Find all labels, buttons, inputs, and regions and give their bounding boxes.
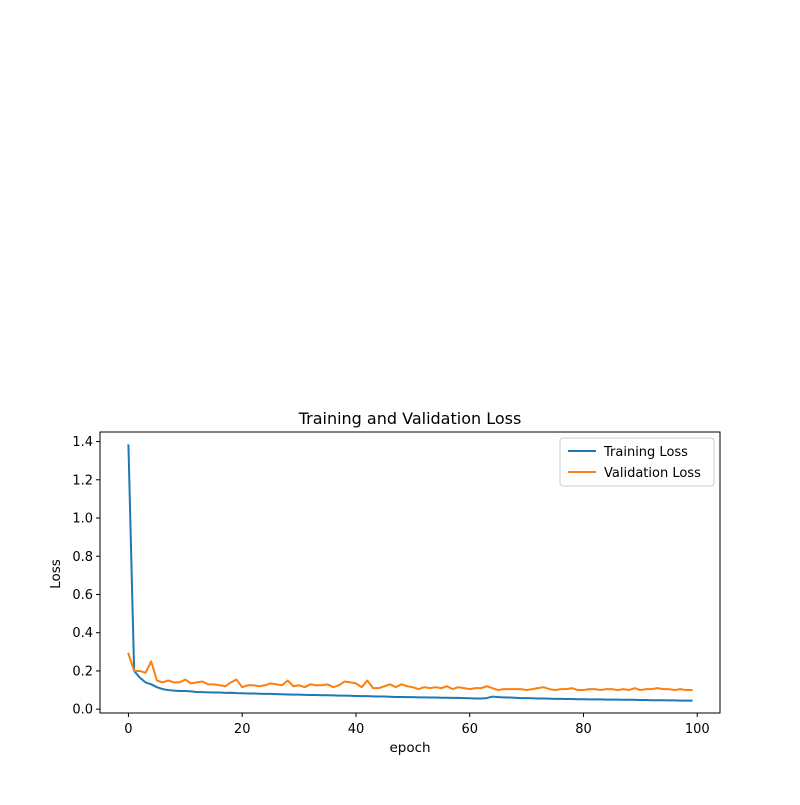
legend-box bbox=[559, 437, 715, 487]
y-axis-label: Loss bbox=[48, 559, 64, 589]
y-tick-label: 0.4 bbox=[72, 626, 93, 641]
y-tick-label: 0.0 bbox=[72, 703, 93, 718]
legend-label: Training Loss bbox=[603, 445, 688, 460]
y-tick-label: 1.2 bbox=[72, 473, 93, 488]
y-tick-label: 0.6 bbox=[72, 588, 93, 603]
x-tick-label: 20 bbox=[234, 722, 251, 737]
legend: Training Loss Validation Loss bbox=[559, 437, 715, 487]
x-tick-label: 100 bbox=[685, 722, 710, 737]
y-tick-label: 0.2 bbox=[72, 664, 93, 679]
chart-title: Training and Validation Loss bbox=[298, 409, 522, 428]
plot-area: 0 20 40 60 80 100 0.0 0.2 0.4 0.6 0.8 1.0 1.2 1.4 bbox=[72, 431, 721, 737]
x-tick-label: 60 bbox=[461, 722, 478, 737]
x-tick-label: 40 bbox=[348, 722, 365, 737]
series-line-validation-loss bbox=[127, 652, 693, 692]
legend-label: Validation Loss bbox=[604, 466, 701, 481]
axes-frame bbox=[99, 431, 721, 714]
x-axis-label: epoch bbox=[389, 740, 430, 756]
y-tick-label: 1.4 bbox=[72, 435, 93, 450]
x-tick-label: 80 bbox=[575, 722, 592, 737]
y-tick-label: 1.0 bbox=[72, 512, 93, 527]
x-tick-label: 0 bbox=[124, 722, 132, 737]
y-tick-label: 0.8 bbox=[72, 550, 93, 565]
series-line-training-loss bbox=[127, 444, 693, 702]
